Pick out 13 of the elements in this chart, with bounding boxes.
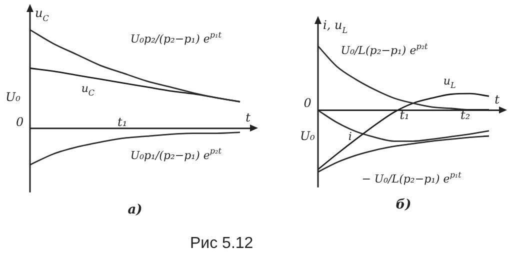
text: 0: [16, 115, 24, 130]
text: 0: [304, 96, 312, 110]
text: U₀: [6, 90, 20, 104]
text: б): [396, 198, 412, 213]
annotation: t₁: [400, 108, 410, 122]
x-axis-title: t: [494, 92, 500, 106]
annotation: t₁: [118, 115, 128, 130]
annotation: t₂: [460, 108, 470, 122]
text: U₀: [300, 129, 315, 143]
text: Рис 5.12: [190, 235, 254, 252]
x-axis-title: t: [246, 110, 251, 124]
text: а): [128, 202, 142, 218]
series-label: i: [348, 130, 352, 144]
